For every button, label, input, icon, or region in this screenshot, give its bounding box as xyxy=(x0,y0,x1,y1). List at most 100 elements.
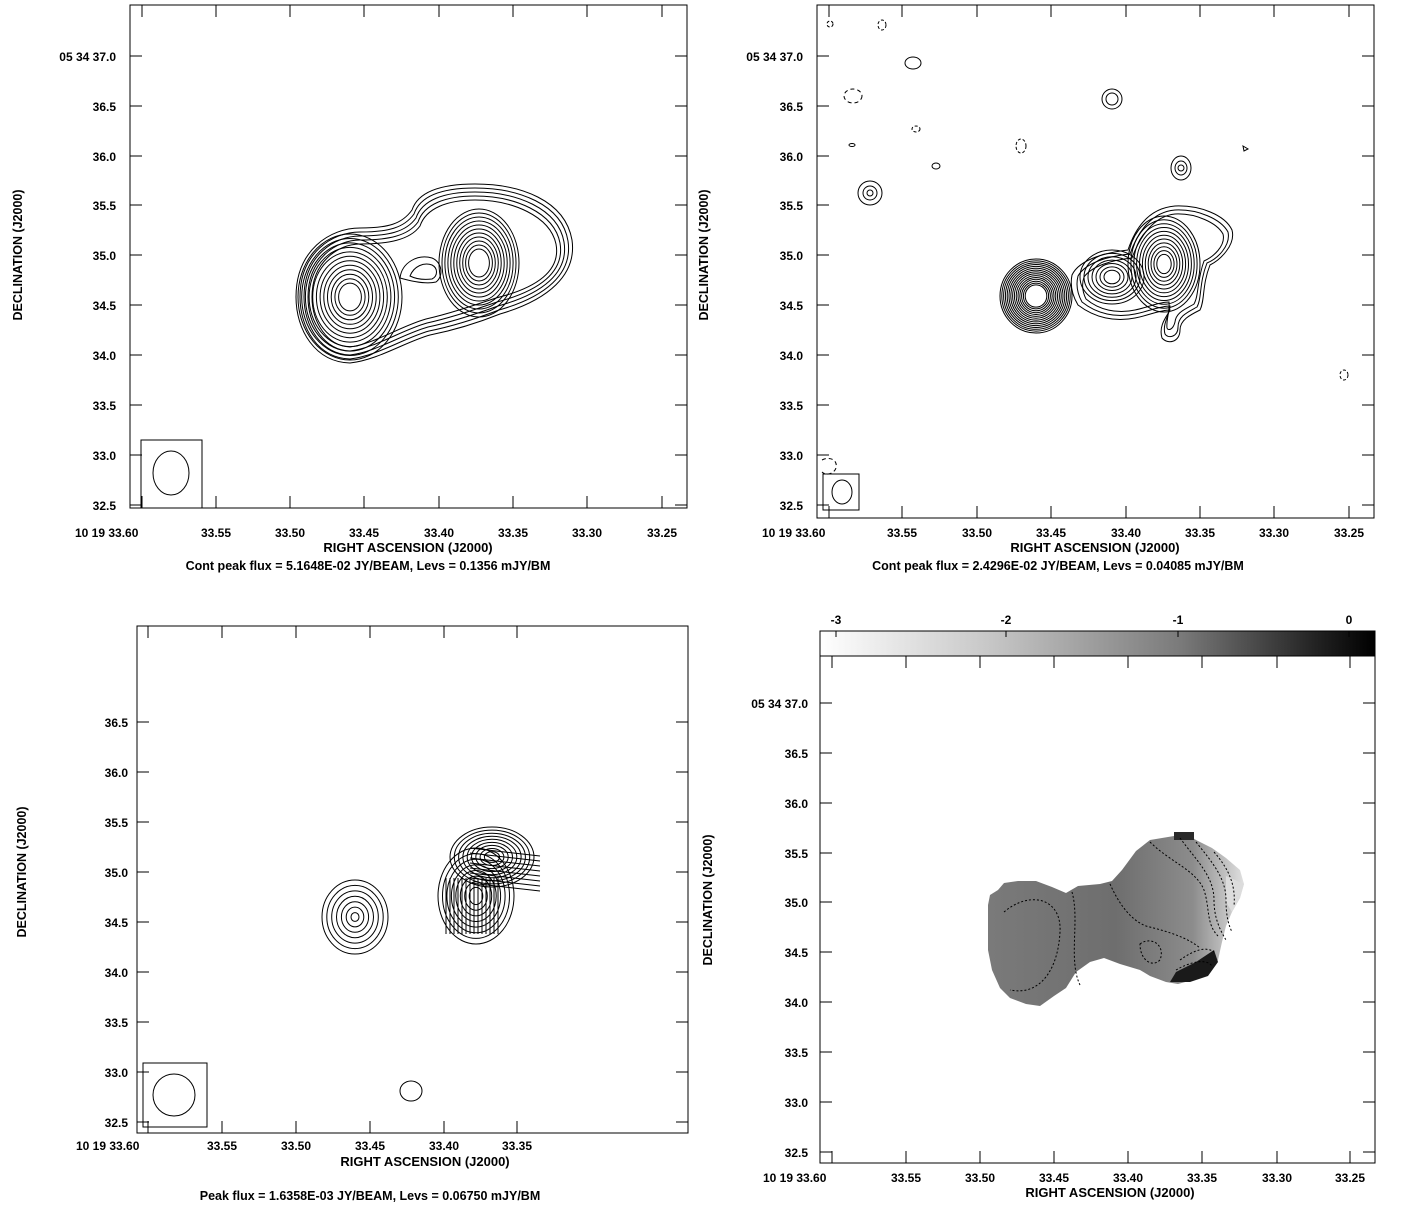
colorbar xyxy=(819,630,1376,657)
contour-line xyxy=(1079,249,1145,305)
beam-box xyxy=(142,1062,208,1128)
contour-set xyxy=(297,208,520,361)
contour-line xyxy=(299,187,570,360)
x-tick-label: 33.30 xyxy=(1262,1171,1292,1185)
contour-line xyxy=(1179,948,1215,961)
contour-line xyxy=(1139,940,1162,964)
x-tick-label: 33.45 xyxy=(1036,526,1066,540)
y-tick-label: 35.5 xyxy=(785,847,809,861)
contour-line xyxy=(1012,271,1060,321)
contour-line xyxy=(340,901,370,933)
contour-line xyxy=(1083,252,1141,302)
contour-line xyxy=(450,224,508,302)
contour-line xyxy=(345,906,365,928)
contour-line xyxy=(826,20,834,28)
contour-line xyxy=(323,264,377,330)
contour-line xyxy=(450,864,502,928)
y-tick-label: 05 34 37.0 xyxy=(59,50,116,64)
x-tick-label: 33.40 xyxy=(1113,1171,1143,1185)
contour-line xyxy=(437,847,515,945)
contour-line xyxy=(1017,277,1055,315)
y-tick-label: 33.5 xyxy=(785,1046,809,1060)
contour-line xyxy=(1076,209,1229,338)
x-tick-label: 33.25 xyxy=(1334,526,1364,540)
contour-line xyxy=(301,238,399,356)
plot-frame xyxy=(129,4,688,509)
colorbar-label: -3 xyxy=(831,613,842,627)
contour-map xyxy=(142,826,541,1128)
contour-line xyxy=(321,879,389,955)
contour-line xyxy=(1004,264,1068,328)
contour-line xyxy=(1099,266,1125,288)
panel-top-left: 05 34 37.0 36.5 36.0 35.5 35.0 34.5 34.0… xyxy=(11,4,688,573)
y-tick-label: 34.0 xyxy=(93,349,117,363)
contour-line xyxy=(1022,282,1050,310)
contour-line xyxy=(1003,899,1061,992)
contour-line xyxy=(327,269,373,325)
beam-ellipse xyxy=(152,1073,196,1117)
x-tick-label: 33.45 xyxy=(1039,1171,1069,1185)
contour-line xyxy=(1144,238,1184,290)
contour-line xyxy=(304,242,396,352)
contour-line xyxy=(1147,242,1181,286)
caption: Peak flux = 1.6358E-03 JY/BEAM, Levs = 0… xyxy=(200,1189,540,1203)
contour-line xyxy=(1010,269,1062,323)
contour-line xyxy=(295,183,574,364)
y-tick-label: 35.5 xyxy=(780,199,804,213)
contour-line xyxy=(334,278,366,316)
contour-line xyxy=(449,826,535,888)
contour-line xyxy=(866,189,874,197)
contour-line xyxy=(843,88,863,104)
vector-line xyxy=(469,882,541,892)
colorbar-label: -2 xyxy=(1001,613,1012,627)
vector-line xyxy=(469,867,541,877)
y-tick-label: 33.0 xyxy=(780,449,804,463)
contour-line xyxy=(456,232,502,294)
x-tick-label: 33.50 xyxy=(281,1139,311,1153)
contour-line xyxy=(308,246,392,348)
y-tick-label: 34.5 xyxy=(93,299,117,313)
contour-line xyxy=(409,263,437,280)
contour-line xyxy=(399,1080,423,1102)
contour-line xyxy=(1149,841,1219,937)
x-tick-label: 33.30 xyxy=(572,526,602,540)
contour-line xyxy=(462,240,496,286)
contour-line xyxy=(821,457,837,475)
x-tick-label: 33.35 xyxy=(498,526,528,540)
contour-line xyxy=(931,162,941,170)
x-tick-label: 33.55 xyxy=(887,526,917,540)
contour-line xyxy=(1008,267,1064,325)
y-tick-label: 33.0 xyxy=(785,1096,809,1110)
y-tick-label: 35.0 xyxy=(785,896,809,910)
colorbar-ticks xyxy=(835,631,1350,637)
x-tick-label: 33.50 xyxy=(275,526,305,540)
contour-line xyxy=(297,233,403,361)
contour-line xyxy=(904,56,922,70)
y-tick-label: 32.5 xyxy=(785,1146,809,1160)
x-tick-label: 33.35 xyxy=(1185,526,1215,540)
contour-line xyxy=(466,838,518,876)
vector-line xyxy=(469,857,541,867)
x-tick-label: 33.40 xyxy=(429,1139,459,1153)
y-tick-label: 33.0 xyxy=(105,1066,129,1080)
y-tick-labels: 36.5 36.0 35.5 35.0 34.5 34.0 33.5 33.0 … xyxy=(105,716,129,1130)
vector-line xyxy=(469,872,541,882)
contour-line xyxy=(1101,88,1123,110)
y-tick-label: 36.0 xyxy=(780,150,804,164)
x-tick-labels: 10 19 33.60 33.55 33.50 33.45 33.40 33.3… xyxy=(75,526,677,540)
x-axis-label: RIGHT ASCENSION (J2000) xyxy=(1010,540,1179,555)
x-tick-labels: 10 19 33.60 33.55 33.50 33.45 33.40 33.3… xyxy=(762,526,1364,540)
y-tick-label: 35.5 xyxy=(105,816,129,830)
y-tick-labels: 05 34 37.0 36.5 36.0 35.5 35.0 34.5 34.0… xyxy=(59,50,116,513)
contour-line xyxy=(1006,265,1066,327)
spectral-index-map xyxy=(988,832,1244,1006)
contour-line xyxy=(1139,230,1189,298)
contour-line xyxy=(444,216,514,310)
y-tick-label: 32.5 xyxy=(780,499,804,513)
contour-line xyxy=(338,282,362,312)
y-axis-label: DECLINATION (J2000) xyxy=(701,834,715,965)
tick-marks xyxy=(137,626,688,1133)
contour-set xyxy=(321,826,535,955)
y-tick-label: 36.5 xyxy=(785,747,809,761)
contour-line xyxy=(848,143,856,147)
